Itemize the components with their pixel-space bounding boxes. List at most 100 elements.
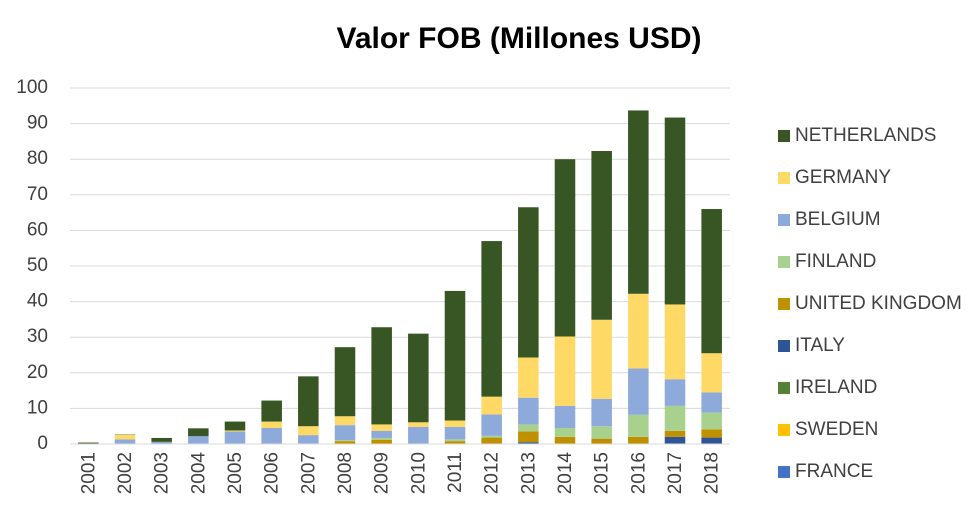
bar-segment xyxy=(518,397,539,425)
bar-segment xyxy=(481,435,502,438)
y-tick-label: 20 xyxy=(27,362,48,383)
legend-swatch xyxy=(778,130,790,142)
x-tick-label: 2006 xyxy=(262,452,283,494)
bar-segment xyxy=(298,435,319,444)
x-tick-label: 2015 xyxy=(592,452,613,494)
bar-segment xyxy=(408,422,429,427)
bar-segment xyxy=(554,336,576,406)
bar-segment xyxy=(481,437,502,444)
bar-segment xyxy=(518,207,539,358)
bar-segment xyxy=(334,440,356,442)
bar-segment xyxy=(664,405,686,431)
bar-segment xyxy=(371,327,392,425)
x-tick-label: 2008 xyxy=(335,452,356,494)
bar-segment xyxy=(78,442,99,444)
bar-segment xyxy=(371,430,392,438)
bar-segment xyxy=(554,159,576,337)
bar-segment xyxy=(701,353,722,393)
y-tick-label: 80 xyxy=(27,148,48,169)
bar-segment xyxy=(444,290,466,421)
x-tick-label: 2005 xyxy=(225,452,246,494)
x-tick-label: 2011 xyxy=(445,452,466,493)
bar-segment xyxy=(481,396,502,415)
bar-segment xyxy=(554,436,576,444)
bar-segment xyxy=(371,439,392,444)
bar-segment xyxy=(664,379,686,406)
bar-segment xyxy=(554,427,576,437)
x-tick-label: 2010 xyxy=(408,452,429,494)
bar-segment xyxy=(591,151,612,320)
y-tick-label: 10 xyxy=(27,397,48,418)
y-tick-label: 70 xyxy=(27,184,48,205)
bar-segment xyxy=(334,425,356,441)
y-tick-label: 0 xyxy=(37,433,48,454)
x-tick-label: 2012 xyxy=(482,452,503,494)
y-tick-label: 60 xyxy=(27,219,48,240)
bar-segment xyxy=(664,436,686,444)
x-tick-label: 2001 xyxy=(78,452,99,494)
bar-segment xyxy=(224,430,246,432)
bar-segment xyxy=(224,431,246,444)
bar-segment xyxy=(151,441,172,444)
legend-label: BELGIUM xyxy=(795,209,881,230)
bar-segment xyxy=(261,421,282,428)
legend-swatch xyxy=(778,424,790,436)
x-tick-label: 2004 xyxy=(188,452,209,495)
bar-segment xyxy=(261,400,282,422)
bar-segment xyxy=(408,426,429,444)
legend-label: ITALY xyxy=(795,335,845,356)
bar-segment xyxy=(114,434,136,440)
x-tick-label: 2017 xyxy=(665,452,686,494)
x-tick-label: 2013 xyxy=(518,452,539,494)
bar-segment xyxy=(114,439,136,444)
bar-segment xyxy=(334,347,356,417)
bar-segment xyxy=(628,293,649,369)
x-tick-label: 2016 xyxy=(628,452,649,494)
legend-label: GERMANY xyxy=(795,167,891,188)
bar-segment xyxy=(701,412,722,430)
bar-segment xyxy=(188,428,209,437)
bar-segment xyxy=(701,437,722,444)
bar-segment xyxy=(481,414,502,436)
y-tick-label: 50 xyxy=(27,255,48,276)
legend-swatch xyxy=(778,214,790,226)
x-tick-label: 2018 xyxy=(702,452,723,494)
bar-segment xyxy=(554,405,576,428)
legend-label: FINLAND xyxy=(795,251,876,272)
legend-swatch xyxy=(778,256,790,268)
legend-swatch xyxy=(778,382,790,394)
bar-segment xyxy=(151,437,172,442)
bar-segment xyxy=(481,241,502,397)
bar-segment xyxy=(298,376,319,427)
bar-segment xyxy=(701,429,722,438)
y-tick-label: 30 xyxy=(27,326,48,347)
x-tick-label: 2014 xyxy=(555,452,576,495)
bar-segment xyxy=(334,416,356,426)
bar-segment xyxy=(518,424,539,432)
y-tick-label: 40 xyxy=(27,291,48,312)
bar-segment xyxy=(224,421,246,431)
bar-segment xyxy=(518,442,539,444)
bar-segment xyxy=(664,430,686,437)
bar-segment xyxy=(701,209,722,354)
bar-segment xyxy=(628,414,649,437)
bar-segment xyxy=(628,436,649,444)
bar-segment xyxy=(444,439,466,442)
bar-segment xyxy=(591,438,612,444)
legend-label: SWEDEN xyxy=(795,419,878,440)
bar-segment xyxy=(261,427,282,444)
bar-segment xyxy=(371,424,392,431)
x-tick-label: 2007 xyxy=(298,452,319,494)
bar-segment xyxy=(591,319,612,399)
bar-segment xyxy=(408,333,429,423)
chart-title: Valor FOB (Millones USD) xyxy=(336,22,701,55)
x-tick-label: 2009 xyxy=(372,452,393,494)
x-tick-label: 2002 xyxy=(115,452,136,494)
legend-swatch xyxy=(778,298,790,310)
bar-segment xyxy=(444,441,466,444)
legend-swatch xyxy=(778,340,790,352)
bar-segment xyxy=(444,420,466,427)
legend-swatch xyxy=(778,466,790,478)
legend-label: IRELAND xyxy=(795,377,877,398)
